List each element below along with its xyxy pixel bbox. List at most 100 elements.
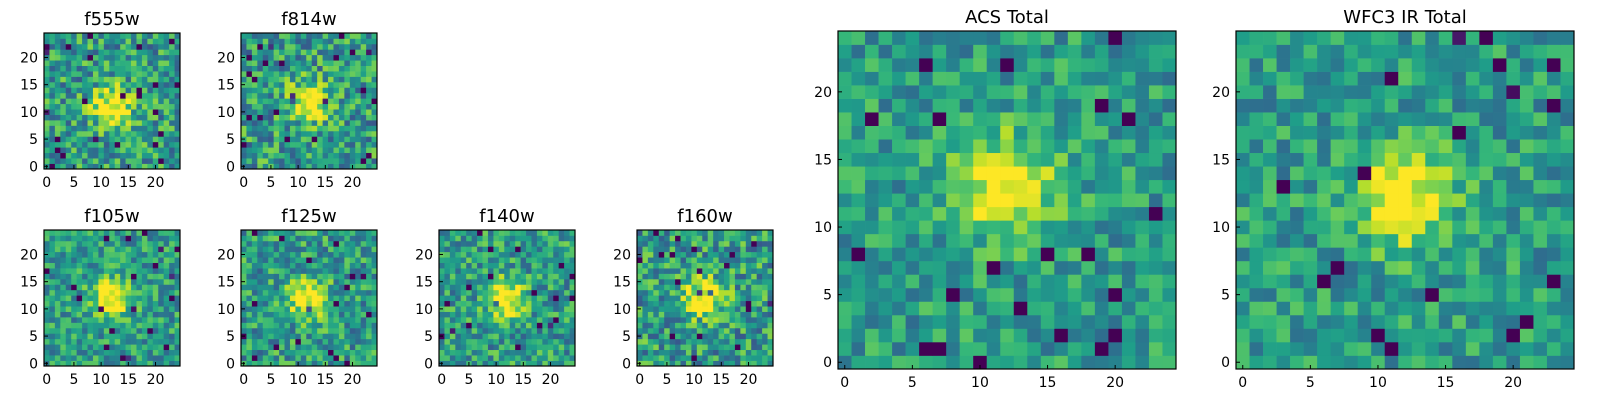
heatmap-cell [460, 317, 467, 323]
heatmap-cell [542, 355, 549, 361]
heatmap-cell [851, 220, 866, 235]
heatmap-cell [300, 33, 307, 39]
heatmap-cell [328, 300, 334, 307]
heatmap-cell [691, 278, 698, 285]
heatmap-cell [158, 306, 165, 312]
heatmap-cell [1094, 301, 1109, 316]
heatmap-cell [366, 273, 372, 280]
heatmap-cell [767, 230, 774, 236]
heatmap-cell [60, 246, 67, 253]
heatmap-cell [1465, 206, 1480, 221]
heatmap-cell [707, 311, 714, 318]
heatmap-cell [71, 338, 77, 345]
heatmap-cell [669, 235, 676, 242]
heatmap-cell [328, 284, 334, 291]
heatmap-cell [71, 327, 77, 334]
heatmap-cell [455, 317, 462, 323]
heatmap-cell [740, 333, 747, 340]
heatmap-cell [174, 43, 181, 50]
heatmap-cell [946, 260, 961, 275]
heatmap-cell [268, 92, 274, 99]
heatmap-cell [44, 289, 50, 296]
heatmap-cell [685, 355, 692, 361]
heatmap-cell [262, 311, 269, 318]
heatmap-cell [49, 33, 56, 39]
heatmap-cell [1148, 98, 1163, 113]
heatmap-cell [542, 251, 549, 258]
heatmap-cell [131, 163, 137, 170]
heatmap-cell [317, 163, 323, 170]
heatmap-cell [647, 235, 654, 242]
heatmap-cell [246, 300, 253, 307]
heatmap-cell [87, 71, 94, 77]
heatmap-cell [311, 38, 318, 45]
heatmap-cell [653, 240, 660, 247]
heatmap-cell [487, 327, 494, 334]
heatmap-cell [680, 230, 687, 236]
heatmap-cell [158, 65, 165, 72]
heatmap-cell [669, 268, 676, 274]
heatmap-cell [98, 268, 105, 274]
heatmap-cell [65, 125, 72, 132]
heatmap-cell [251, 284, 258, 291]
heatmap-cell [1425, 139, 1440, 154]
heatmap-cell [504, 262, 511, 269]
heatmap-cell [360, 87, 367, 94]
heatmap-cell [251, 268, 258, 274]
heatmap-cell [482, 251, 489, 258]
heatmap-cell [642, 327, 649, 334]
heatmap-cell [360, 114, 367, 121]
heatmap-cell [268, 262, 274, 269]
heatmap-cell [152, 87, 159, 94]
heatmap-cell [1303, 301, 1318, 316]
heatmap-cell [169, 262, 175, 269]
heatmap-cell [98, 136, 105, 143]
heatmap-cell [444, 230, 451, 236]
heatmap-cell [251, 278, 258, 285]
heatmap-cell [246, 360, 253, 367]
heatmap-cell [756, 268, 763, 274]
heatmap-cell [564, 235, 570, 242]
heatmap-cell [344, 43, 351, 50]
heatmap-cell [295, 349, 302, 356]
heatmap-cell [734, 349, 741, 356]
heatmap-cell [360, 65, 367, 72]
heatmap-cell [466, 311, 472, 318]
heatmap-cell [729, 273, 736, 280]
heatmap-cell [1533, 206, 1548, 221]
heatmap-cell [658, 333, 665, 340]
heatmap-cell [838, 85, 852, 99]
heatmap-cell [1425, 179, 1440, 194]
heatmap-cell [642, 278, 649, 285]
heatmap-cell [767, 306, 774, 312]
heatmap-cell [1040, 85, 1055, 99]
heatmap-cell [1054, 31, 1069, 45]
heatmap-cell [439, 311, 445, 318]
heatmap-cell [520, 344, 527, 351]
heatmap-cell [76, 38, 83, 45]
heatmap-cell [366, 60, 372, 66]
heatmap-cell [919, 139, 933, 154]
heatmap-cell [268, 338, 274, 345]
heatmap-cell [487, 295, 494, 302]
heatmap-cell [664, 322, 670, 329]
heatmap-cell [878, 314, 893, 329]
heatmap-cell [355, 235, 362, 242]
heatmap-cell [675, 300, 681, 307]
heatmap-cell [493, 240, 500, 247]
heatmap-cell [295, 257, 302, 263]
heatmap-cell [460, 278, 467, 285]
heatmap-cell [558, 344, 565, 351]
heatmap-cell [477, 235, 483, 242]
heatmap-cell [493, 235, 500, 242]
heatmap-cell [289, 278, 296, 285]
heatmap-cell [92, 273, 99, 280]
heatmap-cell [664, 257, 670, 263]
heatmap-cell [691, 306, 698, 312]
heatmap-cell [564, 246, 570, 253]
heatmap-cell [553, 349, 560, 356]
heatmap-cell [44, 344, 50, 351]
heatmap-cell [44, 43, 50, 50]
heatmap-cell [169, 125, 175, 132]
heatmap-cell [1384, 314, 1399, 329]
